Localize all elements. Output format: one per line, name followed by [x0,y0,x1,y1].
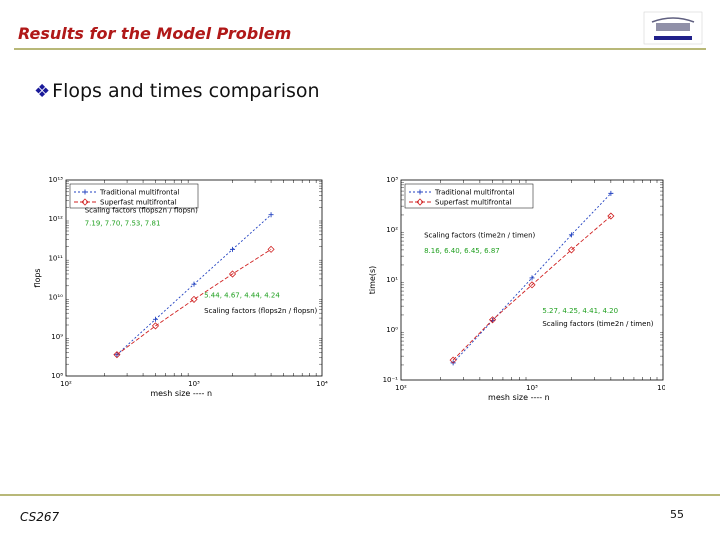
y-tick-label: 10¹² [48,215,63,223]
x-tick-label: 10⁴ [657,384,665,392]
chart-annotation: 7.19, 7.70, 7.53, 7.81 [85,219,161,227]
y-axis-label: time(s) [368,266,377,294]
series-line [452,215,612,361]
chart-annotation: 5.27, 4.25, 4.41, 4.20 [542,307,618,315]
x-axis-label: mesh size ---- n [150,389,212,398]
chart-annotation: Scaling factors (flops2n / flopsn) [204,307,317,315]
x-tick-label: 10³ [188,380,200,388]
y-tick-label: 10⁸ [51,372,63,380]
chart-annotation: Scaling factors (flops2n / flopsn) [85,206,198,214]
data-point [488,316,497,324]
y-tick-label: 10⁻¹ [383,376,399,384]
chart-annotation: Scaling factors (time2n / timen) [542,320,653,328]
title-rule [14,48,706,50]
y-tick-label: 10¹¹ [48,254,63,262]
data-point [113,351,121,359]
legend-marker [417,189,423,195]
chart-annotation: 5.44, 4.67, 4.44, 4.24 [204,292,280,300]
x-tick-label: 10² [395,384,407,392]
y-tick-label: 10⁹ [51,333,63,341]
data-point [268,212,274,218]
bullet-item: ❖ Flops and times comparison [34,80,320,102]
data-point [490,317,496,323]
legend-box [404,183,534,209]
data-point [230,246,236,252]
data-point [568,232,574,238]
x-axis-label: mesh size ---- n [488,393,550,402]
data-point [607,212,615,220]
data-point [151,322,160,330]
x-tick-label: 10² [60,380,72,388]
data-point [529,275,535,281]
y-tick-label: 10³ [386,176,398,184]
diamond-bullet-icon: ❖ [34,80,51,102]
data-point [528,281,536,289]
y-axis-label: flops [33,268,42,287]
data-point [267,245,275,253]
university-logo [643,11,703,45]
chart-annotation: 8.16, 6.40, 6.45, 6.87 [424,247,500,255]
legend-marker [82,189,88,195]
data-point [191,281,197,287]
chart-annotation: Scaling factors (time2n / timen) [424,232,535,240]
data-point [567,246,576,254]
series-line [116,249,272,356]
plot-frame [65,179,323,377]
bullet-text: Flops and times comparison [52,80,320,102]
x-tick-label: 10³ [526,384,538,392]
y-tick-label: 10¹³ [48,176,63,184]
legend-marker [81,198,89,206]
legend-label: Traditional multifrontal [434,189,515,197]
flops-chart: 10² 10³ 10⁴ 10⁸ 10⁹ 10¹⁰ 10¹¹ 10¹² 10¹³ mesh size… [33,176,328,398]
legend-marker [416,198,424,206]
data-point [608,190,614,196]
footer-rule [0,494,720,496]
y-tick-label: 10⁰ [386,326,398,334]
slide-title: Results for the Model Problem [18,24,292,43]
legend-label: Traditional multifrontal [99,189,180,197]
data-point [449,356,457,364]
data-point [228,270,237,278]
legend-label: Superfast multifrontal [100,199,177,207]
legend-label: Superfast multifrontal [435,199,512,207]
series-line [452,193,612,364]
data-point [152,316,158,322]
page-number: 55 [670,508,684,521]
x-tick-label: 10⁴ [316,380,328,388]
data-point [190,295,198,303]
course-label: CS267 [20,510,60,524]
y-tick-label: 10² [386,226,398,234]
y-tick-label: 10¹ [386,276,398,284]
legend-box [69,183,199,209]
y-tick-label: 10¹⁰ [48,294,63,302]
